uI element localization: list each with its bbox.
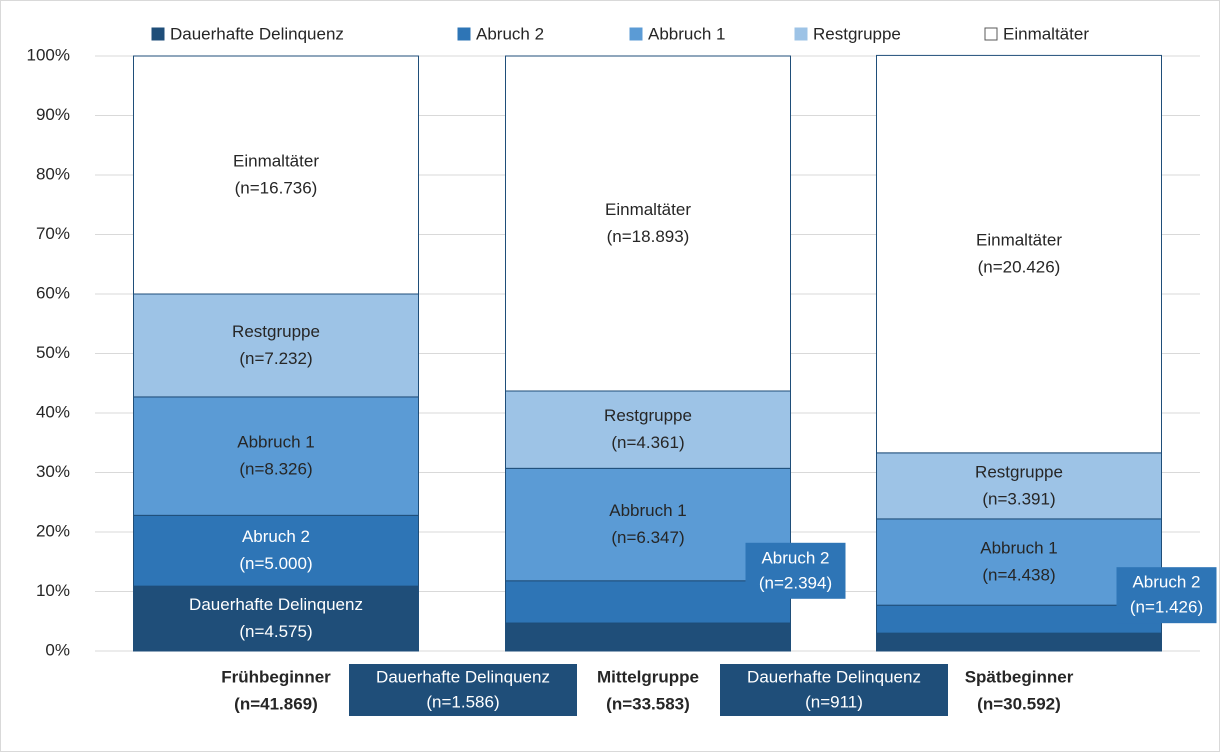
callout-count: (n=2.394)	[759, 573, 832, 592]
callout-count: (n=911)	[805, 692, 863, 711]
segment-count: (n=4.361)	[611, 433, 684, 452]
legend-swatch	[151, 27, 165, 41]
y-tick-label: 20%	[36, 521, 70, 540]
bar-segment	[133, 55, 419, 295]
legend-swatch	[629, 27, 643, 41]
segment-count: (n=8.326)	[239, 460, 312, 479]
legend-label: Abruch 2	[476, 24, 544, 43]
legend-swatch	[457, 27, 471, 41]
category-count: (n=41.869)	[234, 694, 318, 713]
bar-segment	[505, 390, 791, 469]
segment-label: Abbruch 1	[609, 501, 687, 520]
callout-count: (n=1.586)	[426, 692, 499, 711]
y-tick-label: 70%	[36, 224, 70, 243]
bar-segment	[505, 55, 791, 392]
bar-segment	[505, 580, 791, 624]
segment-count: (n=7.232)	[239, 349, 312, 368]
bar-segment	[876, 604, 1162, 634]
segment-count: (n=4.438)	[982, 566, 1055, 585]
segment-label: Abbruch 1	[237, 433, 315, 452]
callout-box	[745, 542, 846, 599]
bar-segment	[505, 467, 791, 582]
legend-swatch	[984, 27, 998, 41]
callout-box	[720, 664, 948, 716]
category-label: Mittelgruppe	[597, 667, 699, 686]
bar-segment	[876, 452, 1162, 520]
bar-segment	[876, 632, 1162, 652]
y-tick-label: 10%	[36, 581, 70, 600]
legend-label: Abbruch 1	[648, 24, 726, 43]
y-tick-label: 100%	[27, 45, 70, 64]
callout-label: Abruch 2	[1132, 573, 1200, 592]
category-label: Frühbeginner	[221, 667, 331, 686]
segment-count: (n=6.347)	[611, 528, 684, 547]
bar-segment	[876, 518, 1162, 606]
bar-segment	[133, 585, 419, 652]
segment-count: (n=16.736)	[235, 178, 318, 197]
y-tick-label: 60%	[36, 283, 70, 302]
callout-label: Abruch 2	[761, 548, 829, 567]
bar-segment	[133, 293, 419, 398]
callout-label: Dauerhafte Delinquenz	[747, 667, 921, 686]
y-tick-label: 90%	[36, 105, 70, 124]
segment-label: Einmaltäter	[605, 200, 691, 219]
segment-label: Einmaltäter	[976, 231, 1062, 250]
y-tick-label: 50%	[36, 343, 70, 362]
callout-box	[349, 664, 577, 716]
bar-segment	[505, 622, 791, 652]
segment-label: Abbruch 1	[980, 539, 1058, 558]
segment-count: (n=5.000)	[239, 554, 312, 573]
legend-swatch	[794, 27, 808, 41]
y-tick-label: 80%	[36, 164, 70, 183]
y-tick-label: 30%	[36, 462, 70, 481]
callout-box	[1116, 567, 1217, 624]
segment-count: (n=4.575)	[239, 622, 312, 641]
segment-label: Abruch 2	[242, 527, 310, 546]
y-tick-label: 0%	[45, 640, 70, 659]
legend-label: Dauerhafte Delinquenz	[170, 24, 344, 43]
category-count: (n=30.592)	[977, 694, 1061, 713]
callout-count: (n=1.426)	[1130, 598, 1203, 617]
legend-label: Restgruppe	[813, 24, 901, 43]
category-label: Spätbeginner	[965, 667, 1074, 686]
callout-label: Dauerhafte Delinquenz	[376, 667, 550, 686]
category-count: (n=33.583)	[606, 694, 690, 713]
segment-label: Einmaltäter	[233, 151, 319, 170]
bar-segment	[876, 54, 1162, 454]
bar-segment	[133, 396, 419, 516]
segment-count: (n=3.391)	[982, 489, 1055, 508]
segment-label: Restgruppe	[975, 462, 1063, 481]
bar-segment	[133, 514, 419, 587]
segment-count: (n=20.426)	[978, 258, 1061, 277]
segment-label: Dauerhafte Delinquenz	[189, 595, 363, 614]
y-tick-label: 40%	[36, 402, 70, 421]
segment-label: Restgruppe	[604, 406, 692, 425]
segment-count: (n=18.893)	[607, 227, 690, 246]
segment-label: Restgruppe	[232, 322, 320, 341]
legend-label: Einmaltäter	[1003, 24, 1089, 43]
